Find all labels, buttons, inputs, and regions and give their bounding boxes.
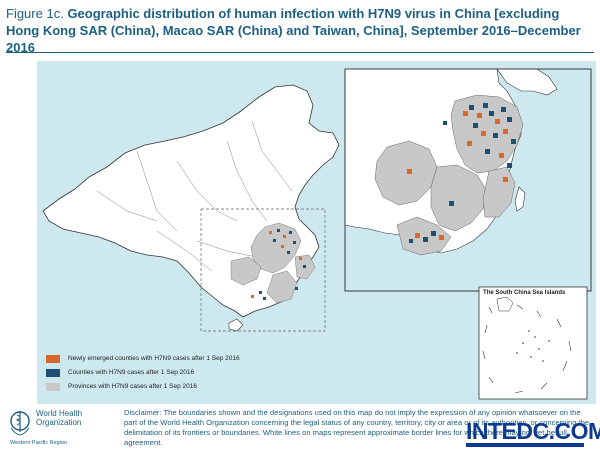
who-region: Western Pacific Region bbox=[10, 440, 68, 446]
taiwan-outline bbox=[514, 186, 526, 212]
legend-item-counties: Counties with H7N9 cases after 1 Sep 201… bbox=[46, 367, 194, 378]
legend-label-counties: Counties with H7N9 cases after 1 Sep 201… bbox=[68, 369, 195, 376]
legend-swatch-provinces bbox=[46, 382, 60, 391]
inset-county-markers bbox=[407, 103, 516, 243]
legend-label-new-counties: Newly emerged counties with H7N9 cases a… bbox=[68, 355, 240, 362]
south-china-sea-inset bbox=[478, 286, 588, 400]
main-county-markers bbox=[251, 229, 306, 300]
who-emblem-icon bbox=[10, 411, 30, 436]
inset-region-box bbox=[200, 208, 326, 332]
figure-heading: Geographic distribution of human infecti… bbox=[6, 6, 581, 55]
legend-item-new-counties: Newly emerged counties with H7N9 cases a… bbox=[46, 353, 240, 364]
watermark: INTEDC.COM bbox=[466, 418, 600, 444]
hainan-island bbox=[228, 318, 244, 332]
legend-item-provinces: Provinces with H7N9 cases after 1 Sep 20… bbox=[46, 381, 197, 392]
inset-shandong bbox=[496, 68, 558, 96]
map-canvas bbox=[42, 68, 592, 400]
watermark-bar bbox=[466, 443, 584, 447]
who-org-name: World Health Organization bbox=[36, 409, 83, 427]
legend-swatch-counties bbox=[46, 368, 60, 377]
province-borders bbox=[96, 120, 293, 272]
figure-label: Figure 1c. bbox=[6, 6, 64, 21]
legend-label-provinces: Provinces with H7N9 cases after 1 Sep 20… bbox=[68, 383, 197, 390]
south-china-sea-label: The South China Sea Islands bbox=[483, 290, 566, 296]
legend-swatch-new-counties bbox=[46, 354, 60, 363]
map-legend: Newly emerged counties with H7N9 cases a… bbox=[42, 345, 258, 398]
disclaimer-text: Disclaimer: The boundaries shown and the… bbox=[124, 408, 590, 447]
title-rule bbox=[6, 52, 594, 53]
zoom-inset bbox=[344, 68, 592, 292]
figure-title: Figure 1c. Geographic distribution of hu… bbox=[6, 5, 596, 56]
